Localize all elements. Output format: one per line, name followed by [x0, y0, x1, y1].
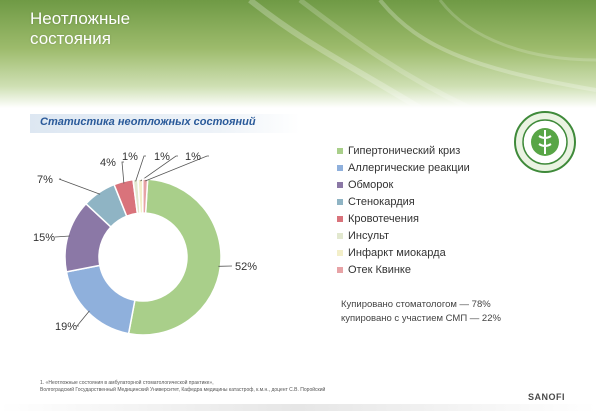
legend-item-4: Стенокардия [337, 195, 470, 212]
data-label-5: 4% [100, 157, 116, 169]
legend-item-6: Инсульт [337, 229, 470, 246]
page-title: Неотложные состояния [30, 9, 130, 49]
note-line-2: купировано с участием СМП — 22% [341, 313, 501, 324]
footer-line-2: Волгоградский Государственный Медицински… [40, 387, 326, 393]
slice-1 [127, 178, 222, 336]
data-label-6: 1% [122, 151, 138, 163]
legend-swatch [337, 233, 343, 239]
data-label-1: 52% [235, 261, 257, 273]
legend-item-5: Кровотечения [337, 212, 470, 229]
legend-label: Отек Квинке [348, 264, 411, 276]
legend-swatch [337, 199, 343, 205]
data-label-4: 7% [37, 174, 53, 186]
data-label-8: 1% [185, 151, 201, 163]
data-label-7: 1% [154, 151, 170, 163]
leader-line-7 [140, 155, 178, 182]
leader-line-3 [54, 235, 70, 238]
leader-line-4 [58, 178, 101, 195]
note-line-1: Купировано стоматологом — 78% [341, 299, 491, 310]
footer-reference: 1. «Неотложные состояния в амбулаторной … [40, 380, 510, 394]
legend-label: Гипертонический криз [348, 145, 461, 157]
dna-decoration [248, 0, 596, 108]
leader-line-2 [76, 310, 90, 327]
legend-swatch [337, 148, 343, 154]
legend-label: Инфаркт миокарда [348, 247, 446, 259]
legend-swatch [337, 267, 343, 273]
chart-legend: Гипертонический криз Аллергические реакци… [337, 144, 470, 280]
legend-item-2: Аллергические реакции [337, 161, 470, 178]
leader-line-8 [145, 155, 209, 182]
legend-item-7: Инфаркт миокарда [337, 246, 470, 263]
legend-swatch [337, 216, 343, 222]
legend-swatch [337, 250, 343, 256]
slice-8 [142, 178, 149, 214]
legend-label: Инсульт [348, 230, 390, 242]
note: Купировано стоматологом — 78% купировано… [341, 298, 501, 326]
legend-item-8: Отек Квинке [337, 263, 470, 280]
legend-item-1: Гипертонический криз [337, 144, 470, 161]
title-line-1: Неотложные [30, 9, 131, 28]
data-label-2: 19% [55, 321, 77, 333]
leader-line-6 [135, 155, 146, 182]
legend-item-3: Обморок [337, 178, 470, 195]
title-line-2: состояния [30, 29, 111, 48]
chart-subtitle: Статистика неотложных состояний [40, 116, 256, 128]
legend-label: Аллергические реакции [348, 162, 470, 174]
legend-label: Обморок [348, 179, 394, 191]
data-label-3: 15% [33, 232, 55, 244]
legend-label: Стенокардия [348, 196, 415, 208]
legend-label: Кровотечения [348, 213, 419, 225]
donut-chart: 52% 19% 15% 7% 4% 1% 1% 1% [33, 151, 257, 336]
header-banner: Неотложные состояния [0, 0, 596, 108]
leader-line-5 [121, 161, 125, 184]
brand-logo: SANOFI [528, 392, 566, 402]
legend-swatch [337, 182, 343, 188]
footer-line-1: 1. «Неотложные состояния в амбулаторной … [40, 380, 214, 386]
university-emblem [514, 111, 576, 173]
legend-swatch [337, 165, 343, 171]
bottom-divider [0, 404, 596, 411]
subtitle-bar [30, 114, 300, 133]
